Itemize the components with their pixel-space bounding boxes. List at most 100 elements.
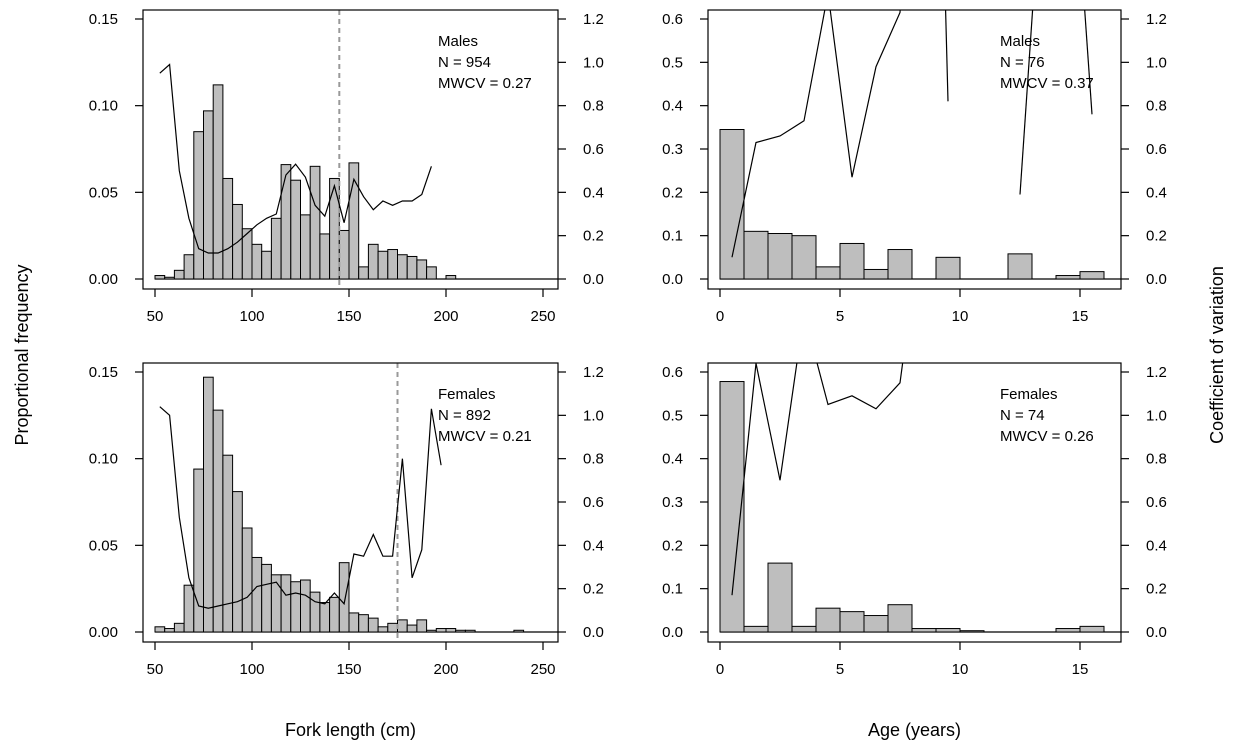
y-tick-label: 0.15 [89,11,118,28]
histogram-bar [397,619,408,633]
histogram-bar [406,255,418,280]
y2-tick-label: 1.2 [583,364,604,381]
histogram-bar [154,626,166,633]
x-tick-label: 200 [433,661,458,678]
panel-annotation-line: MWCV = 0.21 [438,428,532,445]
histogram-bar [348,162,360,280]
histogram-bar [911,628,937,633]
histogram-bar [387,249,398,280]
x-axis-label: Age (years) [868,720,961,740]
y-tick-label: 0.6 [662,364,683,381]
histogram-bar [329,596,340,633]
histogram-bar [222,177,234,280]
histogram-bar [367,243,379,280]
y-tick-label: 0.00 [89,624,118,641]
x-tick-label: 10 [952,308,969,325]
histogram-bar [1079,625,1105,633]
histogram-bar [935,628,961,633]
x-tick-label: 0 [716,661,724,678]
y-tick-label: 0.05 [89,184,118,201]
histogram-bar [212,409,224,633]
y-tick-label: 0.3 [662,141,683,158]
histogram-bar [416,259,428,280]
histogram-bar [300,214,311,280]
y-tick-label: 0.0 [662,624,683,641]
histogram-bar [164,628,175,633]
x-tick-label: 0 [716,308,724,325]
y2-tick-label: 1.0 [1146,407,1167,424]
histogram-bar [329,177,340,280]
panel-males-age: 0 5 10 15 0.0 0.1 0.2 0.3 0.4 0.5 0.6 0.0 0.2 0.4 0.6 0… [662,9,1167,325]
histogram-bar [815,607,841,633]
y2-tick-label: 0.6 [583,494,604,511]
y2-tick-label: 0.6 [1146,494,1167,511]
histogram-bar [193,468,205,633]
y-tick-label: 0.15 [89,364,118,381]
y-tick-label: 0.1 [662,581,683,598]
panel-annotation-line: N = 954 [438,54,491,71]
y2-tick-label: 0.2 [1146,228,1167,245]
y-tick-label: 0.05 [89,537,118,554]
panel-males-length: 50 100 150 200 250 0.00 0.05 0.10 0.15 0.0 0.2 0.4 0… [89,9,604,325]
x-tick-label: 150 [336,661,361,678]
x-tick-label: 150 [336,308,361,325]
histogram-bar [416,619,428,633]
cv-series-line [1019,10,1034,195]
y-tick-label: 0.10 [89,451,118,468]
panel-annotation-line: N = 74 [1000,407,1045,424]
histogram-bar [445,628,457,633]
histogram-bar [767,562,793,633]
y-tick-label: 0.6 [662,11,683,28]
y-tick-label: 0.0 [662,271,683,288]
y-tick-label: 0.5 [662,407,683,424]
x-tick-label: 100 [239,661,264,678]
panel-annotation-line: N = 892 [438,407,491,424]
histogram-bar [397,254,408,280]
x-tick-label: 5 [836,308,844,325]
cv-series-line [159,63,432,254]
y-tick-label: 0.5 [662,54,683,71]
y2-tick-label: 0.4 [1146,184,1167,201]
panel-females-length: 50 100 150 200 250 0.00 0.05 0.10 0.15 0.0 0.2 0.4 0… [89,362,604,740]
histogram-bar [1055,275,1081,280]
x-tick-label: 5 [836,661,844,678]
right-y-axis-label: Coefficient of variation [1207,266,1227,444]
y2-tick-label: 0.8 [583,98,604,115]
histogram-bar [1079,271,1105,280]
y2-tick-label: 0.0 [1146,624,1167,641]
histogram-bar [435,628,447,633]
x-tick-label: 250 [530,308,555,325]
histogram-bar [183,254,195,280]
histogram-bar [887,249,913,280]
x-tick-label: 15 [1072,308,1089,325]
y2-tick-label: 0.2 [583,581,604,598]
histogram-bar [1007,253,1033,280]
histogram-bar [358,266,369,280]
y2-tick-label: 0.4 [583,537,604,554]
histogram-bar [863,268,889,280]
y2-tick-label: 1.0 [583,54,604,71]
y2-tick-label: 0.0 [583,271,604,288]
histogram-bar [464,629,476,633]
histogram-bar [839,242,865,280]
y2-tick-label: 0.2 [583,228,604,245]
cv-series-line [944,10,949,102]
histogram-bar [935,256,961,280]
histogram-bar [203,110,214,280]
histogram-bar [222,454,234,633]
histogram-bar [280,164,292,280]
histogram-bar [251,556,263,633]
y-tick-label: 0.2 [662,537,683,554]
panel-annotation-line: N = 76 [1000,54,1045,71]
histogram-bar [309,591,321,633]
histogram-bar [280,574,292,633]
y2-tick-label: 0.0 [583,624,604,641]
histogram-bar [377,250,389,280]
histogram-bar [203,376,214,633]
y2-tick-label: 1.0 [1146,54,1167,71]
y2-tick-label: 1.2 [1146,364,1167,381]
histogram-bar [348,612,360,633]
histogram-bar [338,562,350,633]
histogram-bar [261,563,272,633]
